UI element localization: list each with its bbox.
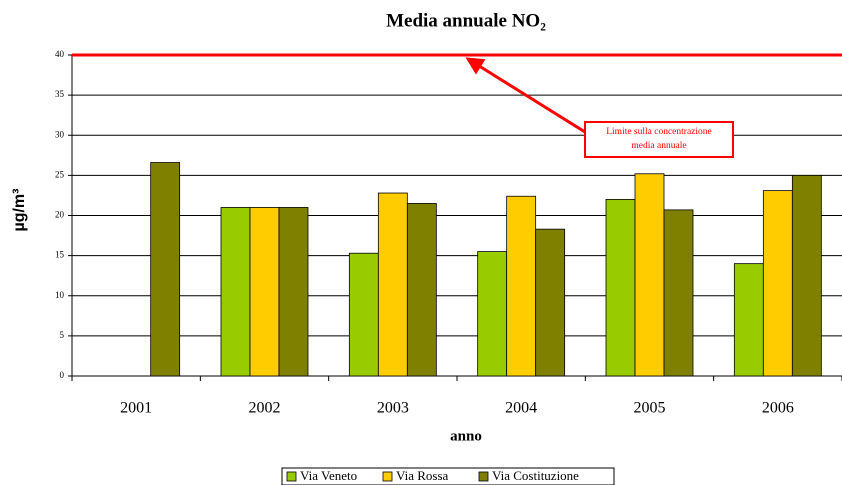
legend-swatch — [478, 471, 489, 482]
annotation-box — [584, 121, 734, 158]
legend-swatch — [286, 471, 297, 482]
x-axis-label: anno — [450, 428, 482, 444]
bar — [377, 192, 408, 377]
legend-swatch — [382, 471, 393, 482]
bar — [348, 252, 379, 377]
y-tick-label: 10 — [55, 290, 65, 300]
x-tick-label: 2005 — [634, 400, 666, 417]
bar — [220, 207, 251, 377]
legend-box — [281, 467, 615, 485]
bar — [249, 207, 280, 377]
x-tick-label: 2003 — [377, 400, 409, 417]
y-tick-label: 40 — [55, 49, 65, 59]
bar — [791, 174, 822, 377]
chart-title: Media annuale NO₂ — [386, 10, 546, 31]
y-tick-label: 25 — [55, 169, 65, 179]
bar — [634, 173, 665, 377]
annotation-arrow — [465, 57, 586, 134]
x-tick-label: 2004 — [505, 400, 537, 417]
y-tick-label: 0 — [60, 370, 65, 380]
x-tick-label: 2006 — [762, 400, 794, 417]
bar — [535, 228, 566, 377]
legend-label: Via Costituzione — [492, 468, 579, 483]
bar — [406, 203, 437, 377]
legend-label: Via Rossa — [396, 468, 449, 483]
y-tick-label: 15 — [55, 250, 65, 260]
x-tick-label: 2001 — [120, 400, 152, 417]
legend-label: Via Veneto — [300, 468, 357, 483]
bar — [733, 263, 764, 377]
annotation-text: media annuale — [631, 141, 686, 151]
bar — [477, 251, 508, 377]
y-tick-label: 35 — [55, 89, 65, 99]
y-tick-label: 20 — [55, 210, 65, 220]
bar — [506, 195, 537, 377]
bar — [663, 209, 694, 377]
bar — [150, 162, 181, 377]
y-tick-label: 5 — [60, 330, 65, 340]
y-axis-label: µg/m³ — [11, 189, 28, 232]
y-tick-label: 30 — [55, 129, 65, 139]
annotation-text: Limite sulla concentrazione — [606, 127, 712, 137]
bar — [762, 190, 793, 377]
bar — [605, 199, 636, 377]
bar — [278, 207, 309, 377]
x-tick-label: 2002 — [249, 400, 281, 417]
